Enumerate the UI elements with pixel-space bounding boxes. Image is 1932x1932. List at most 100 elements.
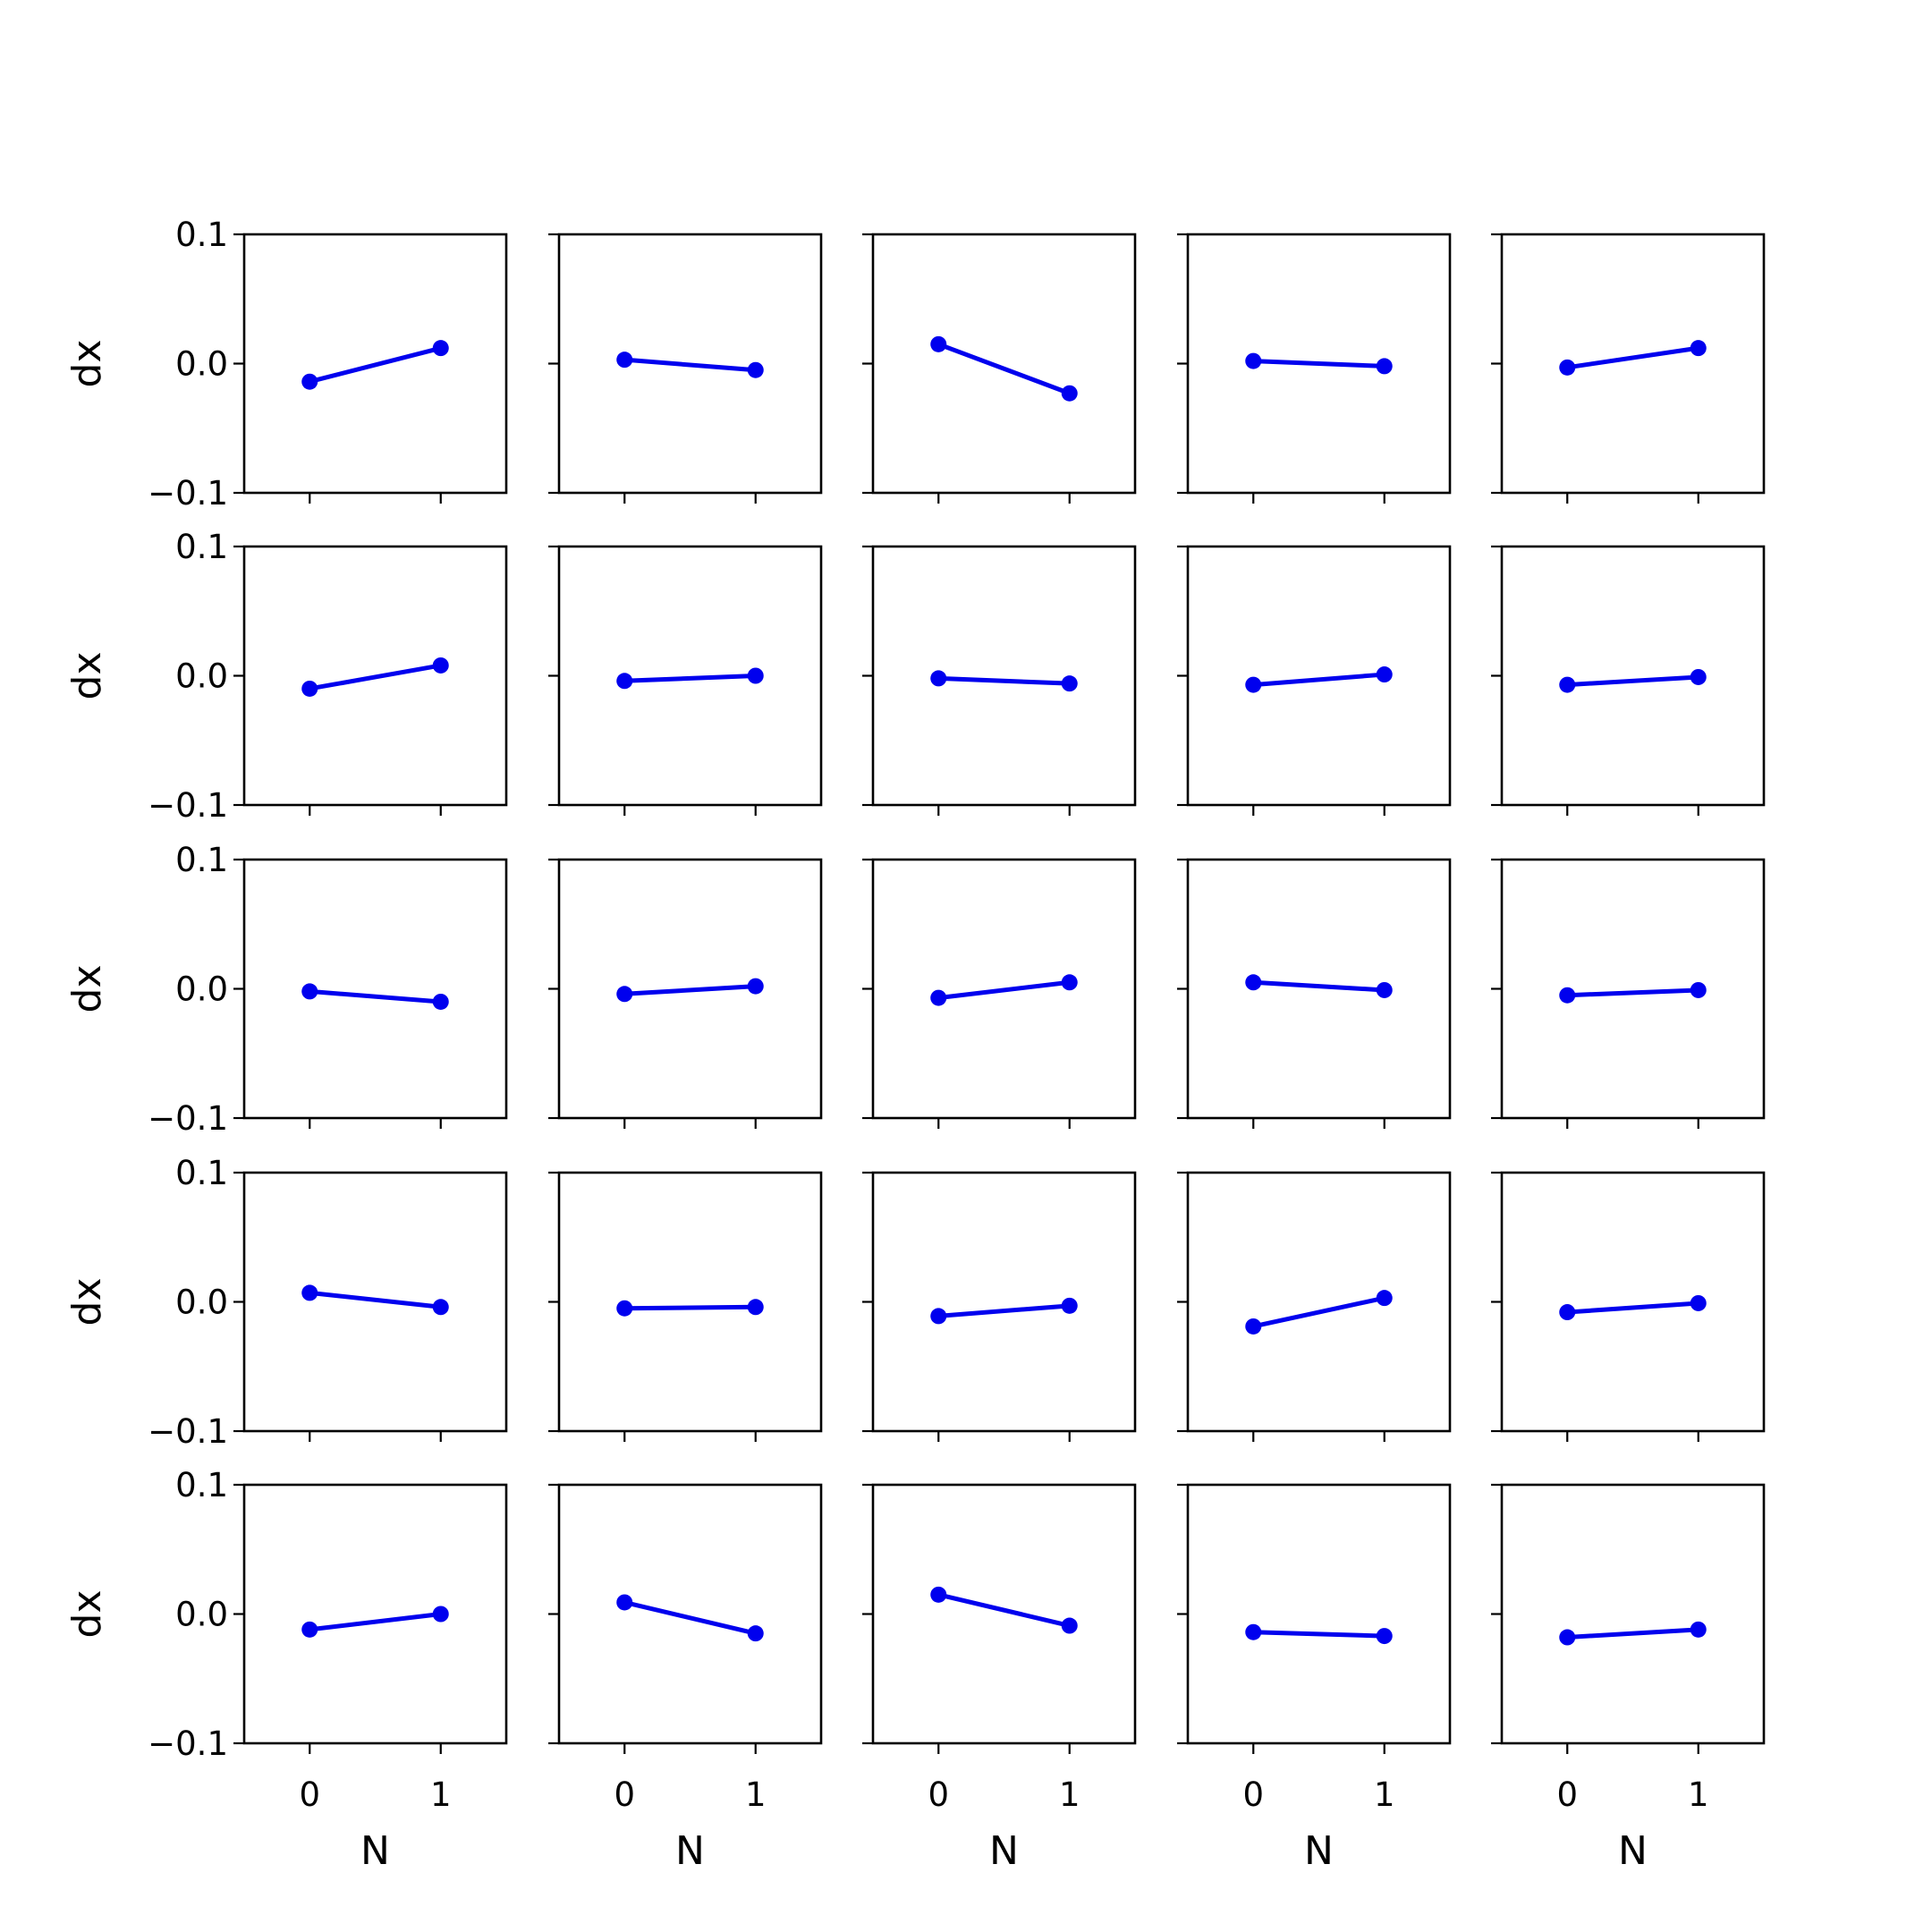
data-point — [616, 673, 633, 690]
y-tick-label: 0.0 — [175, 970, 228, 1009]
data-point — [616, 1300, 633, 1317]
subplot-r0-c1 — [548, 233, 823, 504]
series-line — [1567, 674, 1699, 688]
subplot-r2-c1 — [548, 858, 823, 1129]
axes-frame — [1186, 545, 1452, 807]
y-tick-label: 0.0 — [175, 1596, 228, 1634]
x-axis-label: N — [675, 1828, 705, 1874]
subplot-r1-c0: 0.1 0.0 −0.1 dx — [64, 528, 508, 825]
subplot-r2-c3 — [1177, 858, 1452, 1129]
x-tick-label: 1 — [1374, 1775, 1395, 1814]
data-point — [747, 361, 764, 378]
data-point — [1690, 981, 1707, 998]
data-point — [930, 989, 947, 1006]
y-tick-label: 0.1 — [175, 528, 228, 566]
series-line — [938, 675, 1070, 686]
subplot-r0-c4 — [1491, 233, 1766, 504]
subplot-r4-c2: 0 1 N — [862, 1483, 1137, 1874]
data-point — [1245, 352, 1262, 369]
series-line — [1567, 987, 1699, 998]
series-line — [624, 357, 756, 373]
subplot-r3-c4 — [1491, 1171, 1766, 1442]
y-axis-label: dx — [64, 965, 110, 1013]
data-point — [1559, 1304, 1576, 1321]
data-point — [747, 667, 764, 684]
series-line — [624, 674, 756, 683]
series-line — [1253, 359, 1385, 369]
y-tick-label: −0.1 — [148, 474, 228, 513]
y-tick-label: −0.1 — [148, 1412, 228, 1451]
data-point — [301, 373, 318, 390]
data-point — [747, 1625, 764, 1642]
data-point — [1376, 981, 1393, 998]
x-tick-label: 1 — [1059, 1775, 1080, 1814]
data-point — [1690, 340, 1707, 357]
data-point — [1690, 1621, 1707, 1638]
series-line — [309, 1612, 442, 1632]
data-point — [432, 1299, 449, 1316]
axes-frame — [557, 233, 823, 495]
series-line — [309, 988, 441, 1004]
data-point — [1376, 1628, 1393, 1645]
series-line — [1253, 979, 1385, 993]
data-point — [616, 986, 633, 1003]
axes-frame — [242, 545, 508, 807]
subplot-grid: 0.10.0−0.1dx0.10.0−0.1dx0.10.0−0.1dx0.10… — [64, 216, 1766, 1874]
subplot-r0-c3 — [1177, 233, 1452, 504]
series-line — [309, 1290, 442, 1309]
data-point — [301, 680, 318, 697]
y-tick-label: 0.0 — [175, 1284, 228, 1322]
axes-frame — [557, 545, 823, 807]
axes-frame — [1500, 858, 1766, 1120]
data-point — [1559, 359, 1576, 376]
data-point — [616, 1594, 633, 1611]
y-axis-label: dx — [64, 340, 110, 388]
series-line — [1567, 1301, 1699, 1315]
data-point — [930, 335, 947, 352]
axes-frame — [242, 233, 508, 495]
axes-frame — [871, 858, 1137, 1120]
data-point — [1245, 974, 1262, 991]
x-tick-label: 0 — [928, 1775, 949, 1814]
axes-frame — [871, 545, 1137, 807]
subplot-r1-c2 — [862, 545, 1137, 816]
series-line — [1253, 1630, 1385, 1639]
axes-frame — [1186, 1171, 1452, 1433]
subplot-r1-c1 — [548, 545, 823, 816]
subplot-r2-c2 — [862, 858, 1137, 1129]
axes-frame — [557, 1483, 823, 1745]
data-point — [301, 983, 318, 1000]
x-tick-label: 0 — [614, 1775, 635, 1814]
data-point — [1376, 358, 1393, 375]
data-point — [1559, 676, 1576, 693]
x-axis-label: N — [360, 1828, 390, 1874]
data-point — [930, 1586, 947, 1603]
data-point — [1559, 987, 1576, 1004]
data-point — [432, 340, 449, 357]
subplot-r0-c2 — [862, 233, 1137, 504]
subplot-r2-c4 — [1491, 858, 1766, 1129]
y-axis-label: dx — [64, 1590, 110, 1639]
data-point — [1376, 666, 1393, 683]
data-point — [432, 1606, 449, 1623]
axes-frame — [871, 233, 1137, 495]
subplot-r4-c3: 0 1 N — [1177, 1483, 1452, 1874]
y-tick-label: −0.1 — [148, 1099, 228, 1138]
subplot-r4-c1: 0 1 N — [548, 1483, 823, 1874]
axes-frame — [1500, 1483, 1766, 1745]
x-tick-label: 1 — [745, 1775, 767, 1814]
axes-frame — [1500, 1171, 1766, 1433]
series-line — [937, 979, 1071, 1001]
x-axis-label: N — [989, 1828, 1019, 1874]
subplot-r3-c2 — [862, 1171, 1137, 1442]
axes-frame — [1186, 233, 1452, 495]
data-point — [747, 1299, 764, 1316]
axes-frame — [557, 858, 823, 1120]
subplot-r3-c1 — [548, 1171, 823, 1442]
data-point — [1376, 1290, 1393, 1307]
y-tick-label: 0.1 — [175, 841, 228, 879]
series-line — [937, 1592, 1071, 1628]
x-tick-label: 1 — [1688, 1775, 1709, 1814]
axes-frame — [242, 858, 508, 1120]
data-point — [432, 993, 449, 1010]
